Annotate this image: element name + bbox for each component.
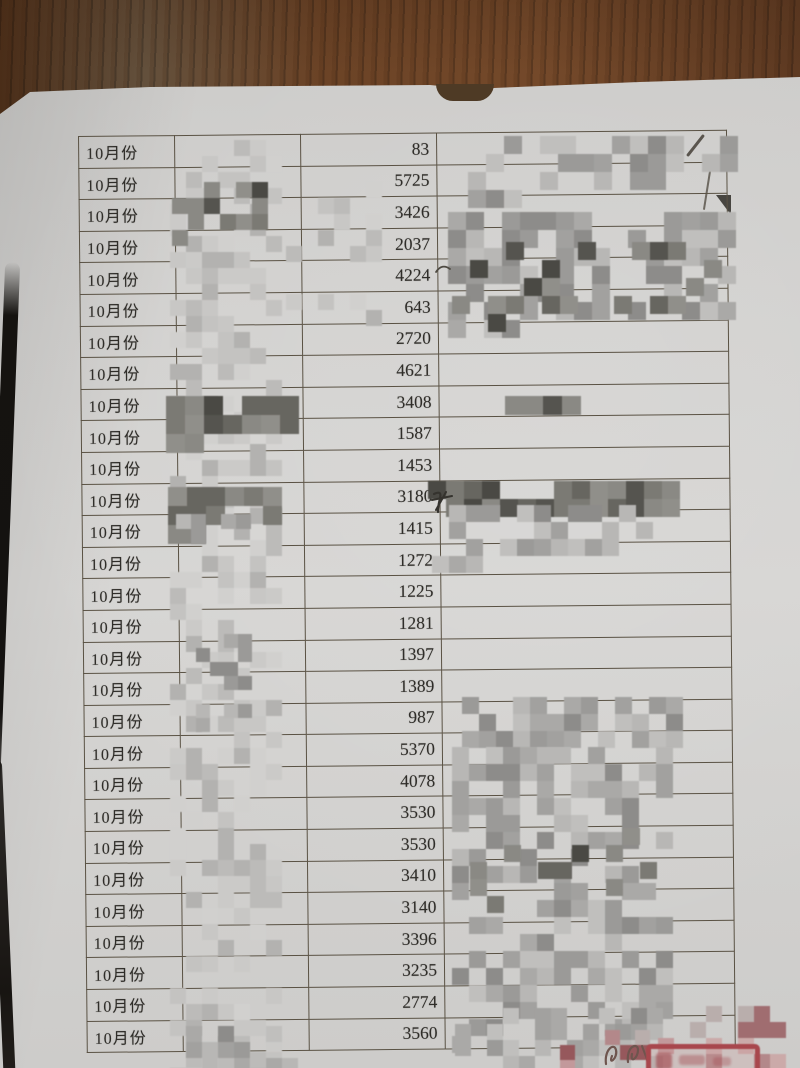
redacted-region	[505, 396, 581, 415]
month-cell: 10月份	[84, 735, 181, 769]
stamp-character-blob	[713, 1057, 731, 1066]
value-cell: 4621	[302, 354, 439, 388]
month-cell: 10月份	[83, 704, 181, 737]
month-cell: 10月份	[85, 862, 182, 895]
notes-cell	[438, 351, 729, 386]
value-cell: 3235	[308, 954, 445, 988]
month-cell: 10月份	[81, 419, 178, 453]
redacted-region	[170, 140, 286, 1068]
value-cell: 3530	[307, 828, 444, 861]
redacted-region	[470, 828, 670, 913]
month-cell: 10月份	[81, 483, 179, 516]
month-cell: 10月份	[82, 546, 179, 579]
value-cell: 3140	[307, 891, 445, 925]
redacted-region	[468, 136, 764, 208]
value-cell: 1225	[304, 575, 442, 609]
handwritten-scribble	[431, 491, 453, 514]
redacted-region	[176, 514, 252, 544]
month-cell: 10月份	[79, 230, 176, 263]
month-cell: 10月份	[80, 356, 177, 390]
redacted-region	[658, 1006, 800, 1068]
month-cell: 10月份	[79, 198, 176, 232]
notes-cell	[439, 414, 730, 449]
month-cell: 10月份	[78, 167, 176, 200]
notes-cell	[441, 635, 732, 671]
notes-cell	[439, 446, 730, 481]
month-cell: 10月份	[78, 135, 175, 169]
value-cell: 5370	[306, 733, 443, 767]
value-cell: 3408	[302, 385, 440, 419]
month-cell: 10月份	[82, 577, 180, 611]
month-cell: 10月份	[86, 988, 183, 1022]
value-cell: 3180	[303, 480, 441, 514]
redacted-region	[186, 1026, 298, 1068]
red-stamp	[646, 1044, 760, 1068]
value-cell: 1397	[305, 638, 442, 672]
value-cell: 1389	[305, 670, 442, 704]
month-cell: 10月份	[83, 641, 180, 674]
value-cell: 1587	[303, 417, 440, 451]
value-cell: 1453	[303, 448, 440, 482]
month-cell: 10月份	[86, 1020, 184, 1053]
month-cell: 10月份	[80, 293, 177, 327]
redacted-region	[432, 505, 668, 573]
redacted-region	[428, 481, 680, 517]
month-cell: 10月份	[84, 767, 181, 800]
value-cell: 987	[305, 701, 443, 735]
value-cell: 4078	[306, 764, 443, 798]
redacted-region	[196, 634, 258, 732]
month-cell: 10月份	[81, 451, 178, 485]
month-cell: 10月份	[86, 956, 183, 990]
month-cell: 10月份	[79, 261, 177, 295]
value-cell: 1415	[304, 512, 441, 546]
redacted-region	[172, 182, 276, 246]
month-cell: 10月份	[84, 799, 182, 832]
paper-top-notch	[436, 84, 494, 101]
month-cell: 10月份	[86, 925, 183, 958]
value-cell: 3560	[308, 1017, 446, 1051]
notes-cell	[438, 383, 730, 418]
month-cell: 10月份	[82, 514, 179, 548]
redacted-region	[462, 697, 698, 765]
month-cell: 10月份	[85, 830, 182, 864]
redacted-region	[166, 396, 304, 453]
value-cell: 83	[300, 133, 437, 166]
value-cell: 2774	[308, 986, 445, 1019]
redacted-region	[448, 212, 742, 338]
value-cell: 3396	[308, 922, 445, 956]
value-cell: 3530	[306, 796, 444, 830]
month-cell: 10月份	[83, 609, 180, 642]
value-cell: 3410	[307, 859, 444, 893]
notes-cell	[440, 572, 732, 607]
month-cell: 10月份	[85, 893, 183, 927]
value-cell: 1281	[305, 606, 442, 640]
redacted-region	[168, 487, 294, 544]
month-cell: 10月份	[83, 672, 180, 706]
notes-cell	[441, 604, 732, 639]
stamp-character-blob	[679, 1055, 705, 1065]
redacted-region	[452, 242, 730, 332]
month-cell: 10月份	[80, 325, 177, 358]
value-cell: 2720	[302, 322, 439, 356]
redacted-region	[286, 182, 382, 326]
stamp-character-blob	[656, 1053, 672, 1068]
page-corner-fold-shadow	[716, 195, 731, 215]
value-cell: 1272	[304, 543, 441, 577]
month-cell: 10月份	[80, 388, 178, 421]
pen-tick-mark	[435, 265, 451, 273]
